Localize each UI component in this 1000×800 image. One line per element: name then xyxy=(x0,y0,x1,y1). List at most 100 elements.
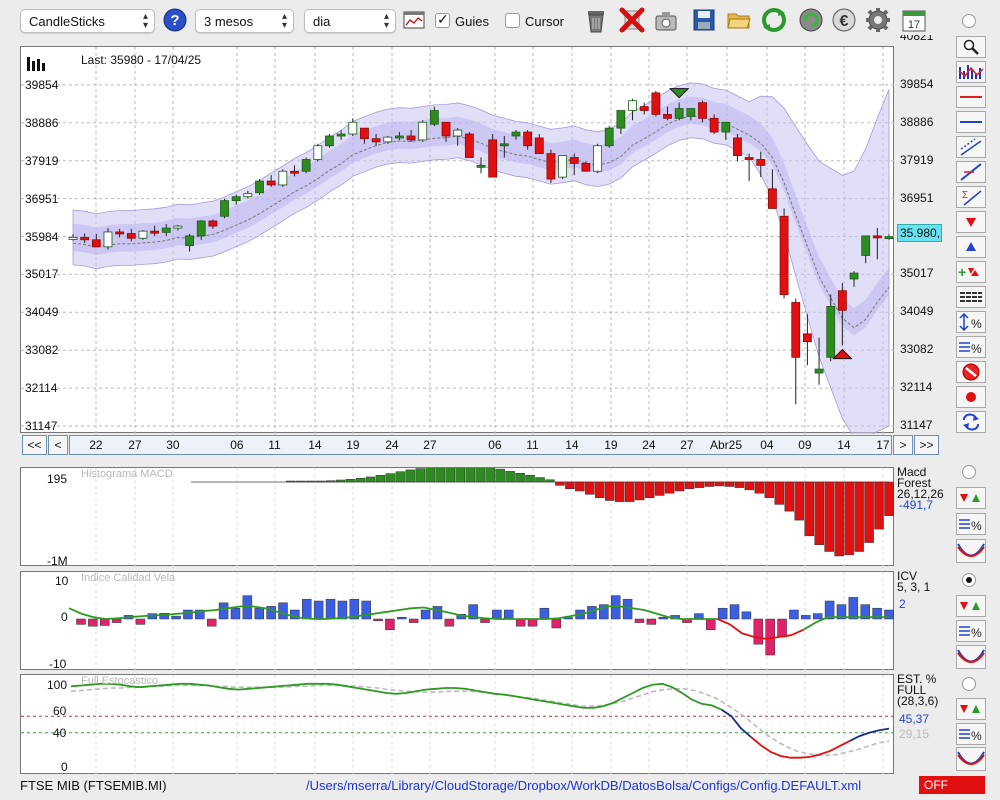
add-signals-button[interactable]: + xyxy=(956,261,986,283)
icv-panel-radio[interactable] xyxy=(962,573,976,587)
cursor-checkbox[interactable] xyxy=(505,13,520,28)
buy-marker-button[interactable] xyxy=(956,236,986,258)
save-icon[interactable] xyxy=(690,5,718,35)
calendar-icon[interactable]: 17 xyxy=(900,5,928,35)
macd-percent-button[interactable]: % xyxy=(956,513,986,535)
price-chart-panel[interactable]: Last: 35980 - 17/04/25 39854 38886 37919 36… xyxy=(20,46,895,434)
update-icon[interactable] xyxy=(797,5,825,35)
icv-signals-button[interactable] xyxy=(956,595,986,617)
candle-bear xyxy=(91,239,101,248)
guides-label: Guies xyxy=(455,14,489,29)
y-tick-label-right: 39854 xyxy=(900,76,934,91)
chart-type-select[interactable]: CandleSticks ▴ ▾ xyxy=(20,9,155,33)
help-icon[interactable]: ? xyxy=(161,5,189,35)
stoch-percent-button[interactable]: % xyxy=(956,723,986,745)
sell-marker-button[interactable] xyxy=(956,211,986,233)
icv-bar-positive xyxy=(397,616,407,620)
macd-bar-negative xyxy=(764,481,775,498)
macd-signals-button[interactable] xyxy=(956,487,986,509)
camera-icon[interactable] xyxy=(652,5,680,35)
stochastic-panel-radio[interactable] xyxy=(962,677,976,691)
config-path-link[interactable]: /Users/mserra/Library/CloudStorage/Dropb… xyxy=(306,778,862,793)
candle-bear xyxy=(581,162,591,172)
percent-scale-button[interactable]: % xyxy=(956,311,986,333)
candle-bear xyxy=(464,133,474,158)
guides-checkbox[interactable] xyxy=(435,11,450,28)
svg-text:%: % xyxy=(971,317,982,331)
nav-next-button[interactable]: > xyxy=(893,435,913,455)
period-select[interactable]: 3 mesos ▴ ▾ xyxy=(195,9,294,33)
icv-svg xyxy=(68,572,894,671)
interval-select[interactable]: dia ▴ ▾ xyxy=(304,9,396,33)
zoom-button[interactable] xyxy=(956,36,986,58)
stoch-curve-button[interactable] xyxy=(956,747,986,771)
macd-panel-radio[interactable] xyxy=(962,465,976,479)
icv-percent-button[interactable]: % xyxy=(956,620,986,642)
open-folder-icon[interactable] xyxy=(725,5,753,35)
macd-legend-line: Forest xyxy=(897,476,932,490)
buy-signal-marker xyxy=(832,348,853,360)
stoch-legend-line: EST. % xyxy=(897,672,937,686)
macd-y-bottom: -1M xyxy=(47,554,68,568)
icv-bar-positive xyxy=(492,609,502,620)
stoch-signals-button[interactable] xyxy=(956,698,986,720)
list-button[interactable] xyxy=(956,286,986,308)
macd-bar-positive xyxy=(295,480,306,483)
macd-bar-negative xyxy=(565,481,575,489)
select-arrows-icon: ▴ ▾ xyxy=(281,11,287,31)
macd-bar-positive xyxy=(465,468,475,483)
macd-bar-negative xyxy=(634,481,645,501)
macd-bar-negative xyxy=(664,481,675,494)
icv-bar-positive xyxy=(658,616,668,620)
date-axis[interactable]: 22 27 30 06 11 14 19 24 27 06 11 14 19 24 27 Abr25 04 09 1… xyxy=(69,435,892,455)
price-panel-radio[interactable] xyxy=(962,14,976,28)
delete-icon[interactable] xyxy=(618,5,646,35)
percent-lines-icon: % xyxy=(959,519,982,533)
signals-icon xyxy=(960,494,980,502)
candle-bull xyxy=(394,135,404,139)
macd-bar-negative xyxy=(884,481,894,516)
fibonacci-button[interactable]: Σ xyxy=(956,186,986,208)
no-entry-icon xyxy=(962,363,980,381)
swap-button[interactable] xyxy=(956,411,986,433)
percent-lines-button[interactable]: % xyxy=(956,336,986,358)
icv-bar-positive xyxy=(789,609,799,620)
macd-legend-line: 26,12,26 xyxy=(897,487,944,501)
y-tick-label: 31147 xyxy=(25,419,58,433)
record-button[interactable] xyxy=(956,386,986,408)
chart-window-icon[interactable] xyxy=(400,5,428,35)
nav-prev-button[interactable]: < xyxy=(48,435,68,455)
macd-curve-button[interactable] xyxy=(956,539,986,563)
stochastic-panel[interactable]: Full Estocastico 100 60 40 0 xyxy=(20,674,895,775)
icv-bar-positive xyxy=(504,609,514,620)
x-tick-label: 06 xyxy=(488,438,502,452)
stop-button[interactable] xyxy=(956,361,986,383)
icv-bar-positive xyxy=(468,604,478,620)
trendline-button[interactable] xyxy=(956,161,986,183)
gear-icon[interactable] xyxy=(864,5,892,35)
candle-bear xyxy=(80,237,90,241)
nav-first-button[interactable]: << xyxy=(22,435,47,455)
horizontal-line-blue-button[interactable] xyxy=(956,111,986,133)
icv-panel[interactable]: Indice Calidad Vela 10 0 -10 xyxy=(20,571,894,671)
calendar-day: 17 xyxy=(908,19,920,31)
candle-bull xyxy=(721,121,731,133)
refresh-icon[interactable] xyxy=(760,5,788,35)
candle-bull xyxy=(674,108,684,119)
euro-icon[interactable]: € xyxy=(830,5,858,35)
icv-bar-negative xyxy=(646,618,657,625)
stoch-value-1: 45,37 xyxy=(899,712,930,726)
macd-bar-positive xyxy=(325,480,336,483)
macd-bar-negative xyxy=(684,481,695,489)
off-button[interactable]: OFF xyxy=(919,776,985,794)
macd-panel[interactable]: Histograma MACD 195 -1M xyxy=(20,467,894,568)
icv-curve-button[interactable] xyxy=(956,645,986,669)
horizontal-line-red-button[interactable] xyxy=(956,86,986,108)
icv-bar-negative xyxy=(111,618,122,623)
channel-button[interactable] xyxy=(956,136,986,158)
icv-bar-positive xyxy=(848,597,859,620)
icv-bar-positive xyxy=(325,598,336,620)
nav-last-button[interactable]: >> xyxy=(914,435,939,455)
indicators-button[interactable] xyxy=(956,61,986,83)
trash-icon[interactable] xyxy=(582,5,610,35)
